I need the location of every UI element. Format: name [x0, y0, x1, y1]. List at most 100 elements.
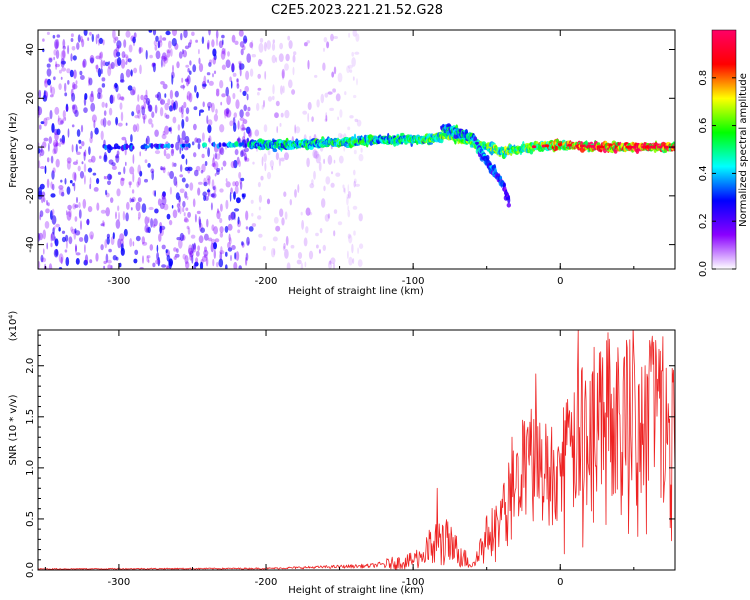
- noise-blob: [50, 242, 53, 248]
- noise-blob: [67, 204, 72, 211]
- noise-blob: [112, 30, 116, 39]
- noise-blob: [52, 34, 56, 39]
- branch-mark: [485, 154, 490, 161]
- ridge-peak-mark: [632, 145, 637, 149]
- colorbar-ticks: 0.0 0.2 0.4 0.6 0.8: [698, 70, 736, 277]
- noise-blob: [120, 177, 125, 181]
- noise-blob: [184, 255, 189, 265]
- noise-blob: [56, 38, 60, 49]
- noise-blob: [249, 42, 254, 48]
- noise-blob: [49, 94, 54, 98]
- noise-blob: [213, 249, 216, 259]
- noise-blob: [89, 136, 93, 144]
- noise-blob: [211, 224, 215, 231]
- noise-blob: [72, 83, 78, 90]
- noise-blob: [181, 130, 186, 141]
- noise-blob: [66, 210, 68, 216]
- noise-blob: [125, 212, 129, 222]
- noise-blob: [129, 166, 135, 175]
- noise-blob: [129, 197, 132, 203]
- noise-blob: [307, 112, 310, 123]
- noise-blob: [247, 106, 251, 112]
- noise-blob: [224, 225, 229, 233]
- colorbar-tick-label: 0.4: [698, 165, 709, 181]
- ridge-peak-mark: [586, 144, 592, 148]
- noise-blob: [72, 203, 77, 210]
- noise-blob: [199, 111, 201, 117]
- noise-blob: [65, 106, 69, 112]
- noise-blob: [207, 119, 213, 126]
- noise-blob: [225, 178, 228, 183]
- noise-blob: [49, 84, 53, 94]
- noise-blob: [225, 181, 231, 188]
- noise-blob: [276, 126, 279, 134]
- noise-blob: [240, 124, 246, 132]
- noise-blob: [60, 256, 63, 265]
- noise-blob: [216, 208, 220, 214]
- noise-blob: [238, 160, 242, 168]
- noise-blob: [293, 51, 297, 56]
- noise-blob: [79, 70, 83, 76]
- noise-blob: [84, 93, 88, 100]
- noise-blob: [193, 152, 197, 158]
- noise-blob: [220, 147, 225, 156]
- noise-blob: [229, 237, 232, 245]
- noise-blob: [102, 60, 106, 67]
- noise-blob: [207, 79, 209, 83]
- noise-blob: [167, 171, 170, 176]
- noise-blob: [220, 246, 223, 255]
- noise-blob: [154, 150, 161, 155]
- noise-blob: [162, 130, 166, 136]
- noise-blob: [137, 164, 141, 175]
- noise-blob: [131, 189, 135, 194]
- noise-blob: [144, 159, 148, 164]
- noise-blob: [235, 99, 240, 110]
- noise-blob: [211, 102, 215, 113]
- noise-blob: [195, 257, 199, 264]
- noise-blob: [233, 112, 237, 118]
- noise-blob: [159, 225, 162, 234]
- noise-blob: [146, 255, 149, 263]
- noise-blob: [221, 93, 226, 98]
- noise-blob: [344, 91, 347, 96]
- noise-blob: [218, 40, 224, 49]
- noise-blob: [160, 167, 166, 171]
- noise-blob: [219, 80, 224, 89]
- noise-blob: [229, 191, 232, 202]
- noise-blob: [108, 61, 110, 65]
- noise-blob: [339, 109, 343, 118]
- noise-blob: [123, 54, 129, 58]
- noise-blob: [275, 152, 279, 161]
- noise-blob: [83, 151, 86, 161]
- noise-blob: [39, 153, 41, 158]
- noise-blob: [47, 157, 50, 163]
- noise-blob: [89, 259, 93, 264]
- noise-blob: [275, 225, 281, 232]
- branch-mark: [507, 195, 510, 199]
- noise-blob: [212, 57, 216, 65]
- noise-blob: [302, 110, 308, 115]
- noise-blob: [324, 118, 328, 122]
- colorbar-tick-label: 0.8: [698, 70, 709, 86]
- noise-blob: [339, 134, 344, 140]
- noise-blob: [120, 72, 124, 83]
- noise-blob: [39, 210, 44, 218]
- noise-blob: [323, 158, 325, 164]
- noise-blob: [101, 101, 105, 108]
- noise-blob: [178, 106, 183, 113]
- noise-blob: [221, 166, 223, 171]
- noise-blob: [280, 112, 284, 118]
- noise-blob: [201, 153, 205, 159]
- ridge-peak-mark: [599, 145, 605, 149]
- noise-blob: [313, 150, 319, 159]
- noise-blob: [323, 37, 328, 43]
- noise-blob: [266, 40, 272, 50]
- noise-blob: [95, 252, 99, 262]
- noise-blob: [241, 127, 247, 131]
- noise-blob: [214, 238, 220, 243]
- snr-panel: -300 -200 -100 0 0.0 0.5 1.0 1.5 2.0 Height of …: [8, 311, 676, 596]
- noise-blob: [337, 221, 343, 226]
- noise-blob: [55, 142, 60, 147]
- ridge-mark: [132, 145, 135, 150]
- noise-blob: [355, 183, 360, 187]
